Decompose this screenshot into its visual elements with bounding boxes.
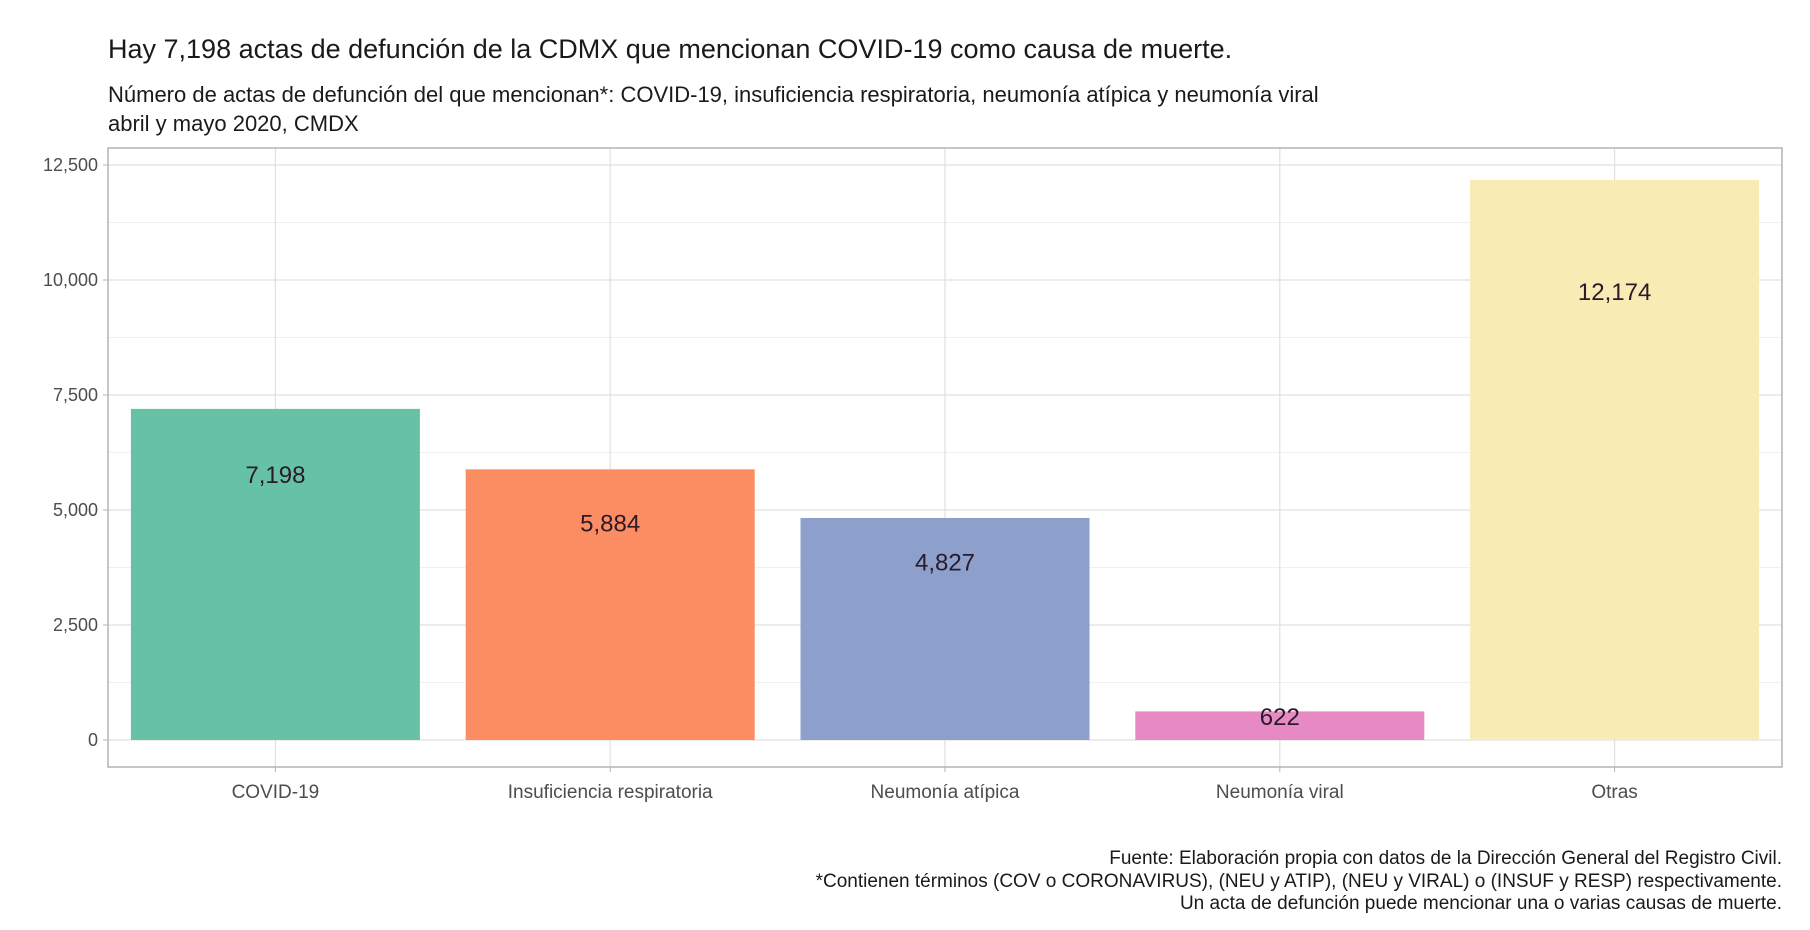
bar [1135,711,1425,740]
data-label: 4,827 [915,549,975,576]
y-tick-label: 5,000 [53,500,98,520]
bar [800,517,1090,740]
y-tick-label: 12,500 [43,155,98,175]
x-tick-label: Otras [1591,782,1637,803]
x-tick-label: Neumonía viral [1216,782,1344,803]
caption-line: Un acta de defunción puede mencionar una… [1179,893,1782,914]
x-tick-label: Insuficiencia respiratoria [508,782,713,803]
data-label: 12,174 [1578,279,1651,306]
data-label: 7,198 [245,462,305,489]
caption-line: Fuente: Elaboración propia con datos de … [1109,848,1782,869]
y-tick-label: 2,500 [53,615,98,635]
y-tick-label: 7,500 [53,385,98,405]
chart-title: Hay 7,198 actas de defunción de la CDMX … [108,34,1233,64]
y-tick-label: 10,000 [43,270,98,290]
bar [1470,179,1760,741]
subtitle-line: Número de actas de defunción del que men… [108,82,1319,107]
bar [465,469,755,740]
bar [130,408,420,740]
chart-caption: Fuente: Elaboración propia con datos de … [816,848,1782,916]
subtitle-line: abril y mayo 2020, CMDX [108,111,359,136]
data-label: 622 [1260,704,1300,731]
data-label: 5,884 [580,510,640,537]
caption-line: *Contienen términos (COV o CORONAVIRUS),… [815,870,1782,892]
x-tick-label: Neumonía atípica [871,782,1020,803]
chart-subtitle: Número de actas de defunción del que men… [108,80,1319,138]
x-tick-label: COVID-19 [232,782,320,803]
y-tick-label: 0 [88,730,98,750]
